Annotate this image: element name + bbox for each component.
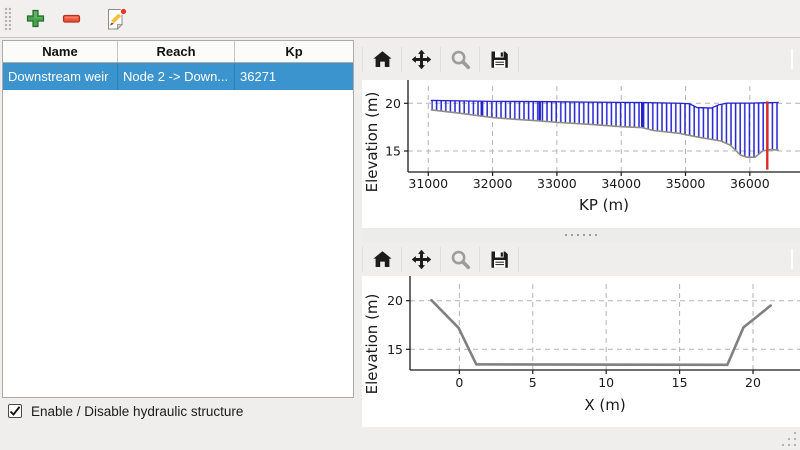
cell-kp: 36271: [240, 69, 277, 84]
pan-button[interactable]: [406, 245, 436, 273]
home-button[interactable]: [367, 245, 397, 273]
svg-text:33000: 33000: [537, 176, 577, 191]
svg-text:15: 15: [672, 375, 688, 390]
svg-text:20: 20: [745, 375, 761, 390]
save-button[interactable]: [484, 45, 514, 73]
zoom-icon: [451, 50, 470, 69]
edit-icon: [108, 7, 127, 30]
svg-text:31000: 31000: [408, 176, 448, 191]
top-plot-toolbar: [362, 38, 800, 80]
home-icon: [372, 250, 392, 267]
svg-text:Elevation (m): Elevation (m): [363, 92, 381, 193]
svg-text:0: 0: [455, 375, 463, 390]
column-header-reach[interactable]: Reach: [118, 41, 235, 62]
cell-name: Downstream weir: [3, 63, 118, 90]
splitter-handle[interactable]: [362, 228, 800, 242]
svg-text:35000: 35000: [666, 176, 706, 191]
edit-structure-button[interactable]: [101, 4, 131, 34]
zoom-icon: [451, 250, 470, 269]
structures-table: Name Reach Kp Downstream weir Node 2 -> …: [2, 40, 354, 398]
checkbox[interactable]: [8, 404, 22, 418]
add-structure-button[interactable]: [20, 4, 50, 34]
svg-text:15: 15: [387, 342, 403, 357]
cell-reach: Node 2 -> Down...: [118, 63, 235, 90]
home-button[interactable]: [367, 45, 397, 73]
home-icon: [372, 50, 392, 67]
svg-text:32000: 32000: [473, 176, 513, 191]
svg-text:20: 20: [385, 96, 401, 111]
zoom-button[interactable]: [445, 45, 475, 73]
save-button[interactable]: [484, 245, 514, 273]
pan-icon: [411, 249, 431, 269]
svg-text:20: 20: [387, 293, 403, 308]
remove-structure-button[interactable]: [56, 4, 86, 34]
column-header-name[interactable]: Name: [3, 41, 118, 62]
save-icon: [491, 51, 508, 68]
toolbar-drag-handle[interactable]: [3, 5, 11, 32]
svg-text:15: 15: [385, 144, 401, 159]
table-header: Name Reach Kp: [3, 41, 353, 63]
svg-text:Elevation (m): Elevation (m): [363, 294, 381, 395]
svg-text:5: 5: [529, 375, 537, 390]
kp-profile-chart[interactable]: 31000 32000 33000 34000 35000 36000 20 15 KP (m)…: [362, 80, 800, 228]
main-toolbar: [0, 0, 800, 38]
bottom-plot-toolbar: [362, 242, 800, 276]
save-icon: [491, 251, 508, 268]
pan-icon: [411, 49, 431, 69]
checkbox-label: Enable / Disable hydraulic structure: [31, 403, 244, 419]
column-header-kp[interactable]: Kp: [285, 44, 303, 59]
cross-section-chart[interactable]: 0 5 10 15 20 20 15 X (m) Elevation (m): [362, 276, 800, 427]
svg-text:34000: 34000: [601, 176, 641, 191]
zoom-button[interactable]: [445, 245, 475, 273]
enable-structure-checkbox-row[interactable]: Enable / Disable hydraulic structure: [8, 402, 243, 420]
table-row-selected[interactable]: Downstream weir Node 2 -> Down... 36271: [3, 63, 353, 90]
svg-text:10: 10: [598, 375, 614, 390]
svg-text:KP (m): KP (m): [579, 196, 629, 214]
minus-icon: [62, 14, 80, 23]
plus-icon: [26, 9, 44, 28]
plots-panel: 31000 32000 33000 34000 35000 36000 20 15 KP (m)…: [362, 38, 800, 450]
svg-text:36000: 36000: [730, 176, 770, 191]
checkmark-icon: [9, 406, 21, 416]
pan-button[interactable]: [406, 45, 436, 73]
svg-text:X (m): X (m): [584, 396, 625, 414]
window-resize-grip[interactable]: [782, 432, 797, 447]
